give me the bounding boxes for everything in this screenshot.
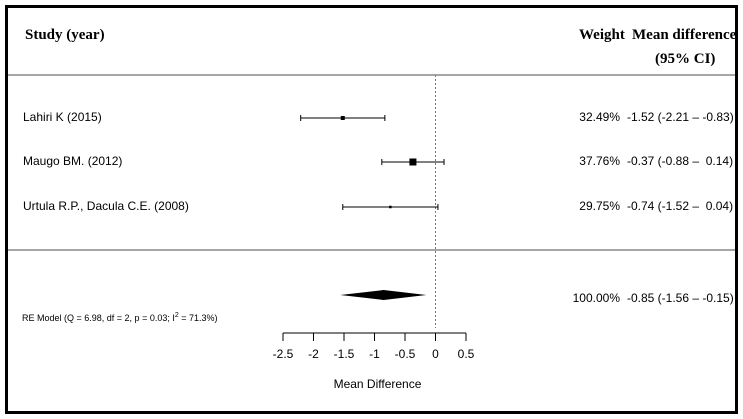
study-ci-text: -1.52 (-2.21 – -0.83): [627, 110, 734, 124]
x-axis: -2.5 -2 -1.5 -1 -0.5 0 0.5: [273, 332, 475, 361]
study-label: Maugo BM. (2012): [23, 154, 122, 168]
summary-diamond: [340, 290, 427, 300]
x-axis-tick-label: -2.5: [273, 347, 294, 361]
summary-ci-text: -0.85 (-1.56 – -0.15): [627, 291, 734, 305]
header-weight: Weight: [579, 27, 625, 43]
x-axis-tick-label: -1: [369, 347, 380, 361]
study-row: Urtula R.P., Dacula C.E. (2008) 29.75% -…: [23, 199, 733, 213]
header-md-line2: (95% CI): [655, 51, 715, 67]
study-point: [409, 158, 417, 166]
study-weight: 37.76%: [579, 154, 620, 168]
summary-weight: 100.00%: [573, 291, 621, 305]
x-axis-tick-label: -0.5: [395, 347, 416, 361]
summary-label: RE Model (Q = 6.98, df = 2, p = 0.03; I2…: [22, 312, 218, 323]
forest-plot: Study (year) Weight Mean difference (95%…: [8, 27, 735, 391]
x-axis-tick-label: -1.5: [334, 347, 355, 361]
study-ci-text: -0.74 (-1.52 – 0.04): [627, 199, 733, 213]
study-point: [389, 205, 392, 209]
header-md-line1: Mean difference: [632, 27, 735, 43]
x-axis-tick-label: -2: [308, 347, 319, 361]
x-axis-title: Mean Difference: [334, 377, 422, 391]
header-study: Study (year): [25, 27, 105, 43]
study-ci-text: -0.37 (-0.88 – 0.14): [627, 154, 733, 168]
study-label: Lahiri K (2015): [23, 110, 102, 124]
x-axis-tick-label: 0: [432, 347, 439, 361]
study-row: Lahiri K (2015) 32.49% -1.52 (-2.21 – -0…: [23, 110, 734, 124]
study-label: Urtula R.P., Dacula C.E. (2008): [23, 199, 189, 213]
study-point: [340, 116, 345, 120]
study-row: Maugo BM. (2012) 37.76% -0.37 (-0.88 – 0…: [23, 154, 733, 168]
forest-plot-frame: Study (year) Weight Mean difference (95%…: [5, 5, 738, 414]
study-weight: 29.75%: [579, 199, 620, 213]
x-axis-tick-label: 0.5: [458, 347, 475, 361]
study-weight: 32.49%: [579, 110, 620, 124]
